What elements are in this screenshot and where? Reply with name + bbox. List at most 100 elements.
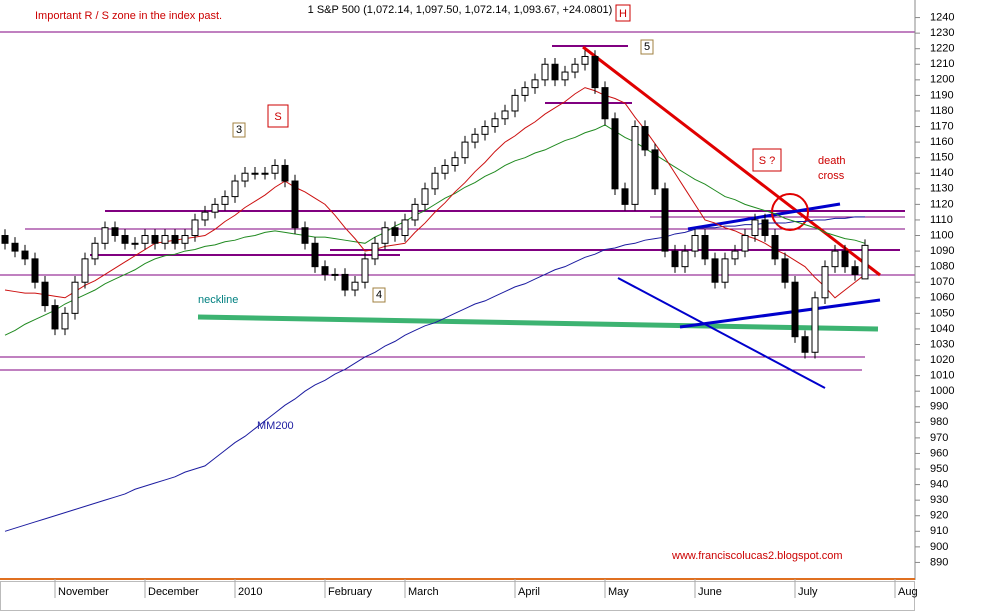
candle-body <box>641 126 649 151</box>
candle-body <box>11 242 19 252</box>
candle-body <box>721 258 729 283</box>
candle-body <box>761 219 769 237</box>
candle-body <box>381 227 389 244</box>
y-tick-label: 900 <box>930 541 948 553</box>
label-box <box>752 148 782 172</box>
annotation: 5 <box>644 41 650 53</box>
y-tick-label: 1020 <box>930 354 954 366</box>
y-tick-label: 1140 <box>930 167 954 179</box>
drawings <box>0 4 915 389</box>
annotation: cross <box>818 170 845 182</box>
candle-body <box>321 266 329 275</box>
candle-body <box>171 235 179 244</box>
candle-body <box>771 235 779 260</box>
candle-body <box>471 133 479 143</box>
y-tick-label: 1190 <box>930 89 954 101</box>
annotation: S ? <box>759 155 776 167</box>
y-tick-label: 940 <box>930 479 948 491</box>
trendline <box>617 277 826 389</box>
y-tick-label: 1100 <box>930 229 954 241</box>
candle-body <box>491 118 499 128</box>
x-tick-label: December <box>148 586 199 598</box>
candle-body <box>581 55 589 65</box>
candle-body <box>161 235 169 244</box>
candle-body <box>571 63 579 73</box>
candle-body <box>151 235 159 244</box>
candle-body <box>191 219 199 237</box>
candle-body <box>591 55 599 89</box>
candle-body <box>711 258 719 283</box>
candle-body <box>621 188 629 205</box>
y-tick-label: 1240 <box>930 11 954 23</box>
plot <box>1 50 869 532</box>
candle-body <box>221 196 229 205</box>
x-tick-label: 2010 <box>238 586 262 598</box>
candle-body <box>701 235 709 260</box>
candle-body <box>861 244 869 280</box>
candle-body <box>41 281 49 307</box>
candle-body <box>291 180 299 229</box>
candle-body <box>271 164 279 174</box>
y-tick-label: 920 <box>930 510 948 522</box>
candle-body <box>691 235 699 252</box>
y-tick-label: 1130 <box>930 183 954 195</box>
y-tick-label: 1120 <box>930 198 954 210</box>
candle-body <box>831 250 839 268</box>
y-tick-label: 1000 <box>930 385 954 397</box>
annotation: H <box>619 8 627 20</box>
candle-body <box>421 188 429 205</box>
candle-body <box>821 266 829 299</box>
candle-body <box>811 297 819 353</box>
candle-body <box>21 250 29 260</box>
candle-body <box>211 203 219 213</box>
candle-body <box>461 141 469 159</box>
y-tick-label: 910 <box>930 525 948 537</box>
candle-body <box>431 172 439 190</box>
candle-body <box>541 63 549 81</box>
x-tick-label: May <box>608 586 629 598</box>
y-tick-label: 890 <box>930 556 948 568</box>
x-tick-label: Aug <box>898 586 918 598</box>
moving-average <box>4 124 866 336</box>
candle-body <box>111 227 119 237</box>
annotation: S <box>274 111 281 123</box>
candle-body <box>441 164 449 174</box>
annotation: Important R / S zone in the index past. <box>35 10 222 22</box>
candle-body <box>851 266 859 275</box>
y-tick-label: 930 <box>930 494 948 506</box>
candle-body <box>261 172 269 175</box>
y-tick-label: 1090 <box>930 245 954 257</box>
chart-title: 1 S&P 500 (1,072.14, 1,097.50, 1,072.14,… <box>308 4 613 16</box>
candle-body <box>451 157 459 166</box>
candle-body <box>551 63 559 81</box>
candle-body <box>251 172 259 175</box>
x-tick-label: June <box>698 586 722 598</box>
y-tick-label: 1010 <box>930 370 954 382</box>
y-tick-label: 950 <box>930 463 948 475</box>
candle-body <box>341 273 349 291</box>
x-tick-label: March <box>408 586 439 598</box>
trendline <box>582 45 881 277</box>
candle-body <box>801 336 809 353</box>
annotation: www.franciscolucas2.blogspot.com <box>671 550 843 562</box>
annotation: 3 <box>236 124 242 136</box>
y-tick-label: 980 <box>930 416 948 428</box>
y-tick-label: 1060 <box>930 292 954 304</box>
moving-average <box>4 87 866 299</box>
y-tick-label: 1170 <box>930 120 954 132</box>
cross-circle <box>771 193 809 231</box>
y-tick-label: 1200 <box>930 74 954 86</box>
candle-body <box>281 164 289 182</box>
annotation: MM200 <box>257 420 294 432</box>
candle-body <box>81 258 89 283</box>
candle-body <box>741 235 749 252</box>
y-tick-label: 1040 <box>930 323 954 335</box>
candle-body <box>1 235 9 244</box>
y-tick-label: 970 <box>930 432 948 444</box>
candle-body <box>131 242 139 245</box>
candle-body <box>781 258 789 283</box>
candle-body <box>31 258 39 283</box>
y-tick-label: 1160 <box>930 136 954 148</box>
candle-body <box>401 219 409 237</box>
